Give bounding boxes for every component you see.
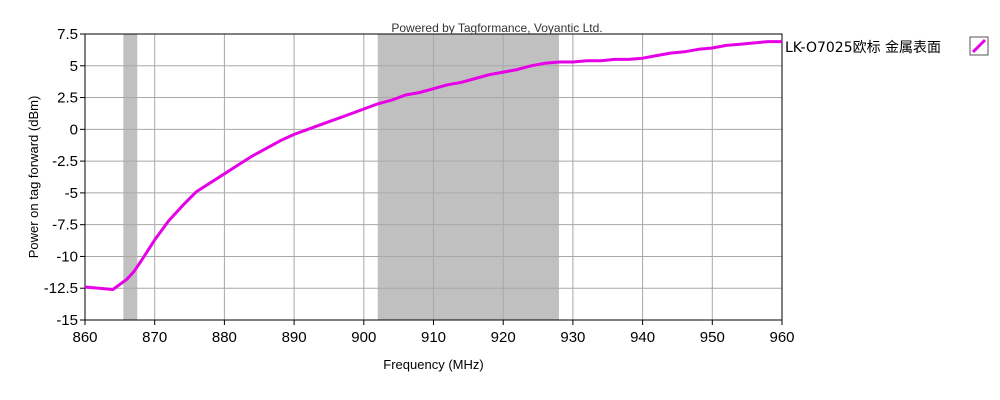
y-tick-labels: 7.5 5 2.5 0 -2.5 -5 -7.5 -10 -12.5 -15 xyxy=(44,26,85,329)
y-tick-label: 0 xyxy=(70,121,78,138)
shaded-bands xyxy=(123,34,559,320)
credit-text: Powered by Tagformance, Voyantic Ltd. xyxy=(391,21,602,35)
legend-label: LK-O7025欧标 金属表面 xyxy=(785,40,941,56)
x-tick-label: 920 xyxy=(491,329,516,346)
y-tick-label: -2.5 xyxy=(52,153,78,170)
y-tick-label: -12.5 xyxy=(44,280,78,297)
x-tick-label: 870 xyxy=(142,329,167,346)
x-axis-title: Frequency (MHz) xyxy=(383,357,483,372)
shaded-band-2 xyxy=(377,34,559,320)
y-tick-label: -10 xyxy=(56,248,78,265)
x-tick-label: 930 xyxy=(560,329,585,346)
y-tick-label: 5 xyxy=(70,58,78,75)
x-tick-label: 890 xyxy=(282,329,307,346)
x-tick-label: 860 xyxy=(72,329,97,346)
x-tick-label: 900 xyxy=(351,329,376,346)
x-tick-labels: 860 870 880 890 900 910 920 930 940 950 960 xyxy=(72,320,795,346)
x-tick-label: 910 xyxy=(421,329,446,346)
y-tick-label: -15 xyxy=(56,312,78,329)
series-layer xyxy=(84,40,782,291)
y-tick-label: -7.5 xyxy=(52,217,78,234)
legend-swatch xyxy=(969,36,989,56)
shaded-band-1 xyxy=(123,34,138,320)
y-tick-label: 7.5 xyxy=(57,26,78,43)
x-tick-label: 950 xyxy=(700,329,725,346)
series-line-1 xyxy=(84,40,782,291)
grid-lines xyxy=(84,33,783,321)
legend-swatch-line xyxy=(971,38,987,54)
x-tick-label: 880 xyxy=(212,329,237,346)
x-tick-label: 940 xyxy=(630,329,655,346)
y-axis-title: Power on tag forward (dBm) xyxy=(26,96,41,259)
y-tick-label: -5 xyxy=(65,185,78,202)
legend: LK-O7025欧标 金属表面 xyxy=(785,36,989,56)
x-tick-label: 960 xyxy=(769,329,794,346)
y-tick-label: 2.5 xyxy=(57,90,78,107)
